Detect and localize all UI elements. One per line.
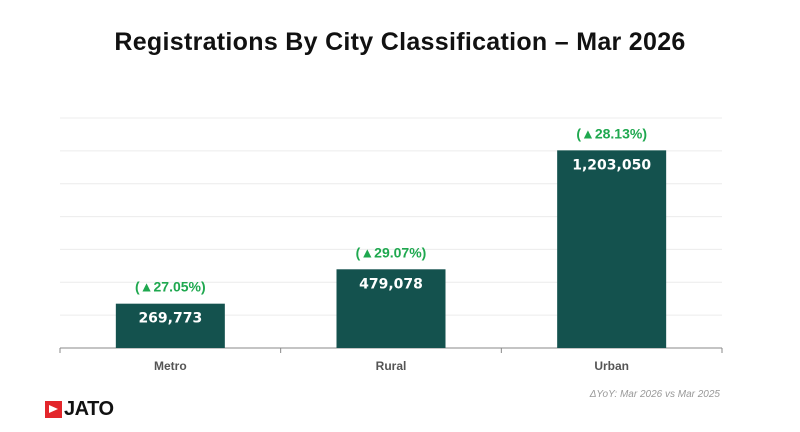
yoy-label: (▲29.07%): [356, 244, 427, 260]
jato-logo: JATO: [45, 398, 114, 421]
logo-text: JATO: [64, 398, 114, 420]
chart-title: Registrations By City Classification – M…: [114, 28, 686, 56]
category-label: Metro: [154, 359, 187, 373]
yoy-note: ΔYoY: Mar 2026 vs Mar 2025: [589, 389, 720, 400]
value-label: 1,203,050: [572, 157, 651, 173]
bar-rural: [336, 269, 446, 348]
category-label: Rural: [376, 359, 407, 373]
value-label: 479,078: [359, 276, 423, 292]
bar-metro: [115, 303, 225, 348]
logo-mark-icon: [45, 401, 62, 418]
yoy-label: (▲28.13%): [576, 125, 647, 141]
yoy-label: (▲27.05%): [135, 279, 206, 295]
bar-urban: [557, 150, 667, 348]
category-label: Urban: [594, 359, 629, 373]
value-label: 269,773: [138, 311, 202, 327]
